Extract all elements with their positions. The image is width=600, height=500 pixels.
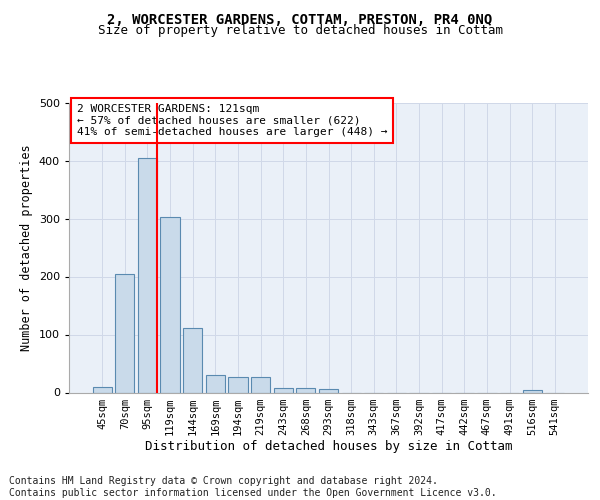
Bar <box>138 158 157 392</box>
Bar <box>92 386 112 392</box>
Bar <box>319 389 338 392</box>
Text: 2 WORCESTER GARDENS: 121sqm
← 57% of detached houses are smaller (622)
41% of se: 2 WORCESTER GARDENS: 121sqm ← 57% of det… <box>77 104 387 137</box>
Bar <box>274 388 293 392</box>
Text: Size of property relative to detached houses in Cottam: Size of property relative to detached ho… <box>97 24 503 37</box>
X-axis label: Distribution of detached houses by size in Cottam: Distribution of detached houses by size … <box>145 440 512 454</box>
Bar <box>206 375 225 392</box>
Bar <box>523 390 542 392</box>
Bar <box>183 328 202 392</box>
Y-axis label: Number of detached properties: Number of detached properties <box>20 144 33 351</box>
Bar <box>115 274 134 392</box>
Bar <box>251 378 270 392</box>
Bar <box>296 388 316 392</box>
Bar <box>229 377 248 392</box>
Text: Contains HM Land Registry data © Crown copyright and database right 2024.
Contai: Contains HM Land Registry data © Crown c… <box>9 476 497 498</box>
Text: 2, WORCESTER GARDENS, COTTAM, PRESTON, PR4 0NQ: 2, WORCESTER GARDENS, COTTAM, PRESTON, P… <box>107 12 493 26</box>
Bar <box>160 217 180 392</box>
